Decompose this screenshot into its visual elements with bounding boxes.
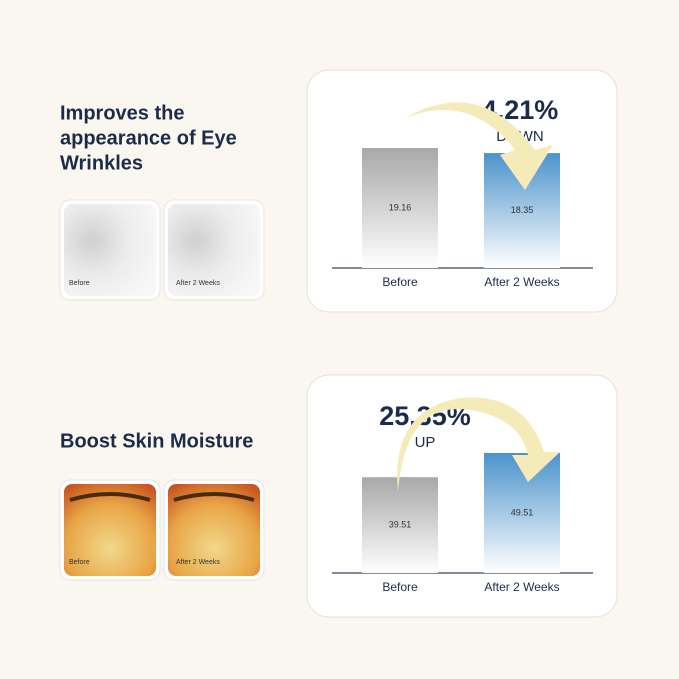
value-label: 19.16 <box>389 202 412 212</box>
thumbnail: After 2 Weeks <box>163 479 265 581</box>
category-label: After 2 Weeks <box>484 580 559 594</box>
image-caption: Before <box>69 559 90 566</box>
category-label: Before <box>382 275 418 289</box>
arrow <box>397 397 560 492</box>
image-caption: Before <box>69 280 90 287</box>
value-label: 49.51 <box>511 507 534 517</box>
image-caption: After 2 Weeks <box>176 559 220 566</box>
heading: Boost Skin Moisture <box>60 430 253 452</box>
category-label: After 2 Weeks <box>484 275 559 289</box>
heading: Wrinkles <box>60 152 143 174</box>
thumbnail: Before <box>59 199 161 301</box>
heading: Improves the <box>60 102 184 124</box>
bar <box>362 148 438 268</box>
arrow <box>405 102 553 190</box>
bar <box>362 477 438 573</box>
heading: appearance of Eye <box>60 127 237 149</box>
value-label: 39.51 <box>389 519 412 529</box>
value-label: 18.35 <box>511 205 534 215</box>
thumbnail: After 2 Weeks <box>163 199 265 301</box>
thumbnail: Before <box>59 479 161 581</box>
bar <box>484 453 560 573</box>
image-caption: After 2 Weeks <box>176 280 220 287</box>
category-label: Before <box>382 580 418 594</box>
annotation-label: UP <box>415 434 436 451</box>
